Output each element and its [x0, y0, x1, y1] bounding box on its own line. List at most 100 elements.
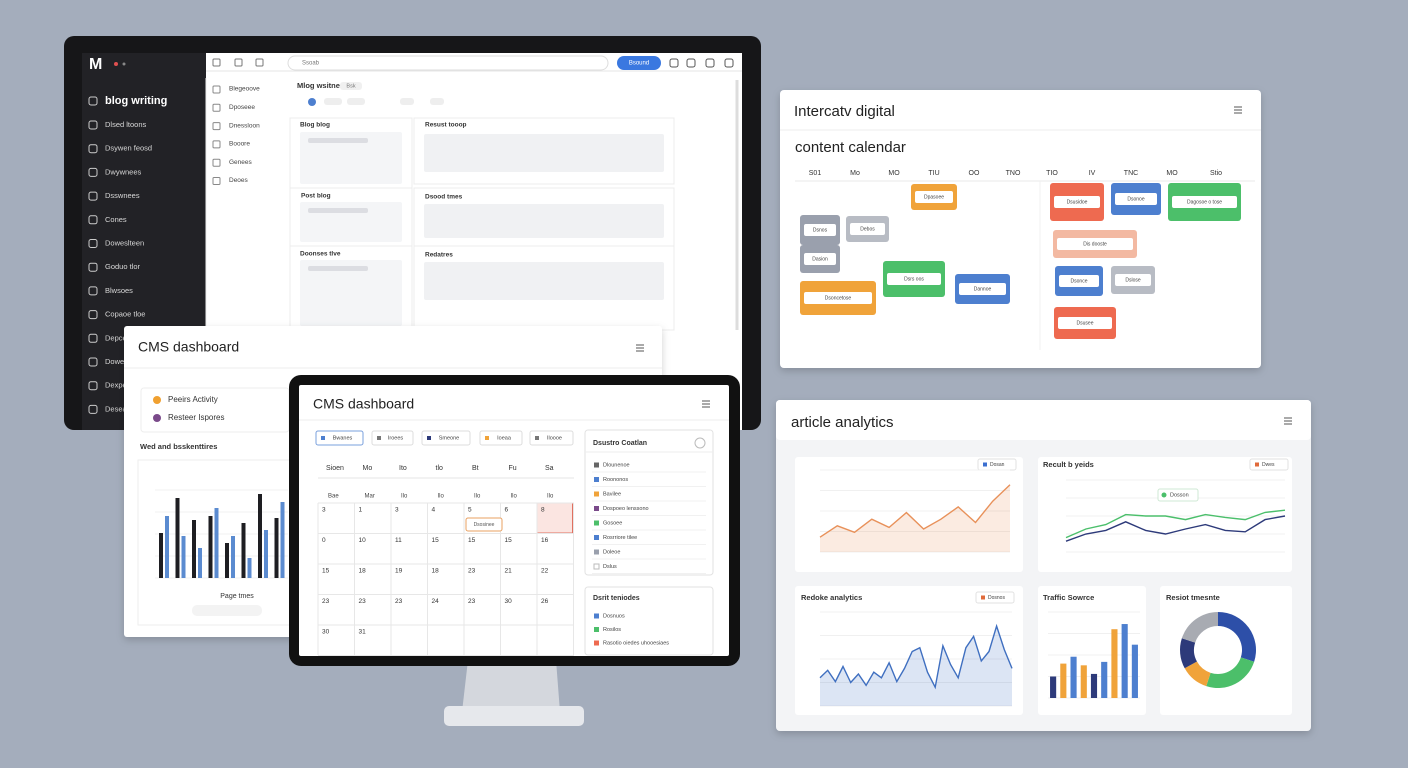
nav-item: Dsywen feosd — [105, 144, 152, 153]
event-label: Dsusee — [1077, 320, 1094, 326]
side-panel — [584, 586, 714, 656]
placeholder-bar — [308, 266, 368, 271]
card — [780, 90, 1261, 368]
event-label-bg — [915, 191, 953, 203]
column-header: TNC — [1124, 170, 1138, 177]
card-header — [776, 400, 1311, 440]
nav-item: Blwsoes — [105, 286, 133, 295]
panel-title: Dsood tmes — [425, 194, 463, 201]
tab: Bwanes — [333, 435, 353, 441]
day: 5 — [468, 507, 472, 514]
legend-label: Dwes — [1262, 462, 1275, 468]
subnav-icon — [212, 122, 221, 131]
chip — [400, 98, 414, 105]
weekday: Ilo — [547, 494, 554, 500]
event-label: Dasion — [812, 256, 828, 262]
panel-item: Rosrriore tilee — [603, 535, 637, 541]
bar — [1080, 665, 1087, 698]
day: 18 — [432, 568, 440, 575]
nav-item: Cones — [105, 215, 127, 224]
day: 16 — [541, 537, 549, 544]
bar — [280, 502, 285, 578]
chip — [347, 98, 365, 105]
nav-icon — [88, 310, 98, 320]
nav-icon — [88, 96, 98, 106]
tab-icon — [427, 436, 431, 440]
event-label: Dis dooste — [1083, 241, 1107, 247]
item-icon — [593, 563, 600, 570]
column-header: MO — [1166, 170, 1178, 177]
item-icon — [594, 549, 599, 555]
day: 8 — [541, 507, 545, 514]
event-label-bg — [804, 253, 836, 265]
weekday: Fu — [509, 465, 517, 472]
dot — [114, 62, 118, 66]
panel-item: Rosilos — [603, 627, 621, 633]
day: 22 — [541, 568, 549, 575]
legend-label: Resteer Ispores — [168, 413, 224, 422]
weekday: Ilo — [401, 494, 408, 500]
card-subtitle: content calendar — [795, 139, 906, 156]
bar — [247, 558, 252, 578]
column-header: OO — [969, 170, 980, 177]
panel-item: Roononos — [603, 477, 628, 483]
line — [819, 623, 1013, 690]
nav-icon — [88, 239, 98, 248]
chart-title: Resiot tmesnte — [1166, 593, 1220, 602]
panel-item: Doleoe — [603, 549, 620, 555]
item-icon — [594, 535, 599, 540]
bar — [1121, 624, 1128, 698]
annotation — [1157, 488, 1199, 502]
dot — [122, 62, 126, 66]
label: Ssoab — [302, 61, 320, 67]
item-icon — [594, 477, 599, 482]
panel-title: Redatres — [425, 252, 453, 259]
legend-label: Dosnos — [988, 595, 1005, 601]
day: 10 — [359, 537, 367, 544]
event-label-bg — [1115, 193, 1157, 205]
event-label: Dsoncetose — [825, 295, 852, 301]
nav-icon — [88, 262, 98, 272]
event-label: Dsonce — [1071, 278, 1088, 284]
toolbar-icon — [669, 58, 679, 68]
subnav-item: Dposeee — [229, 104, 255, 111]
column-header: S01 — [809, 170, 822, 177]
tab-icon — [321, 436, 325, 440]
day: 21 — [505, 568, 513, 575]
placeholder — [424, 262, 664, 300]
bar — [1070, 656, 1077, 698]
toolbar-icon — [255, 58, 264, 67]
panel-item: Dospoeo lenssono — [603, 506, 649, 512]
axis-label: Page tmes — [220, 593, 254, 600]
event-label: Debos — [860, 226, 875, 232]
bar — [1090, 673, 1098, 698]
bar — [1111, 629, 1118, 698]
panel-title: Dsrit teniodes — [593, 595, 640, 602]
placeholder — [424, 204, 664, 238]
panel-item: Dlounenoe — [603, 462, 630, 468]
tab — [371, 430, 414, 446]
tab-icon — [535, 436, 539, 440]
event-label-bg — [887, 273, 941, 285]
bar — [241, 523, 246, 578]
weekday: Ito — [399, 465, 407, 472]
day: 19 — [395, 568, 403, 575]
stand-neck — [462, 660, 560, 712]
bar — [198, 548, 202, 578]
legend-swatch — [1255, 462, 1259, 467]
day: 30 — [505, 598, 513, 605]
event-label: Dagosoe o tose — [1187, 199, 1222, 205]
panel-title: Dsustro Coatlan — [593, 440, 647, 447]
tab: Iloooe — [547, 435, 562, 441]
legend-dot — [153, 396, 161, 404]
item-icon — [594, 462, 599, 468]
column-header: IV — [1089, 170, 1096, 177]
nav-icon — [88, 215, 98, 225]
column-header: Stio — [1210, 170, 1222, 177]
day: 31 — [359, 629, 367, 636]
label: M — [89, 56, 102, 73]
column-header: TIU — [928, 170, 939, 177]
tab: Ioeaa — [497, 435, 512, 441]
bar — [192, 520, 196, 578]
nav-item: Deseae — [105, 404, 131, 413]
